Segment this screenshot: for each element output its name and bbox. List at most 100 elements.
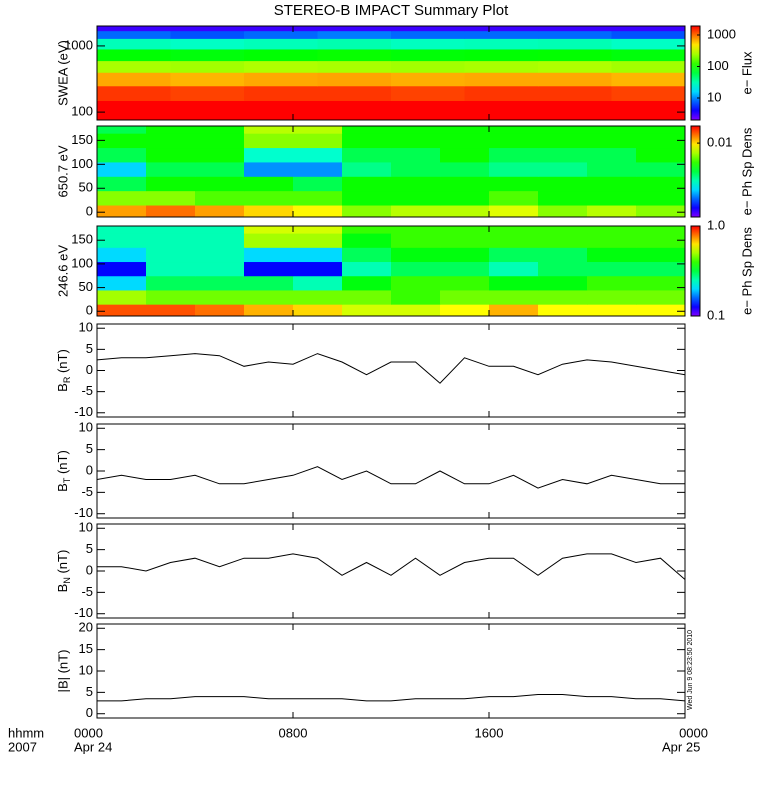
- heat-cell: [97, 233, 147, 248]
- heat-cell: [636, 247, 685, 263]
- heat-cell: [97, 289, 147, 305]
- y-tick-label: 1000: [64, 37, 93, 52]
- plot-title: STEREO-B IMPACT Summary Plot: [274, 2, 509, 19]
- heat-cell: [97, 48, 171, 62]
- heat-cell: [97, 147, 147, 163]
- heat-cell: [611, 85, 685, 101]
- heat-cell: [489, 147, 539, 163]
- heat-cell: [611, 60, 685, 73]
- panel: -10 -5 0 5 10 BT (nT): [55, 420, 686, 520]
- heat-cell: [244, 275, 294, 291]
- heat-cell: [587, 176, 637, 192]
- plot-area: [97, 26, 685, 120]
- y-tick-label: 50: [79, 180, 93, 195]
- heat-cell: [636, 289, 685, 305]
- heat-cell: [391, 48, 465, 62]
- heat-cell: [587, 190, 637, 206]
- heat-cell: [317, 26, 392, 32]
- heat-cell: [391, 190, 441, 206]
- heat-cell: [97, 275, 147, 291]
- heat-cell: [97, 261, 147, 277]
- colorbar: [690, 25, 701, 121]
- heat-cell: [195, 205, 245, 217]
- heat-cell: [244, 161, 294, 177]
- colorbar-tick-label: 1000: [707, 26, 736, 41]
- heat-cell: [244, 304, 294, 316]
- y-tick-label: 0: [86, 462, 93, 477]
- heat-cell: [244, 176, 294, 192]
- heat-cell: [587, 289, 637, 305]
- heat-cell: [538, 261, 588, 277]
- heat-cell: [146, 126, 196, 134]
- heat-cell: [611, 30, 685, 39]
- heat-cell: [146, 133, 196, 149]
- heat-cell: [489, 126, 539, 134]
- heat-cell: [636, 133, 685, 149]
- heat-cell: [538, 60, 612, 73]
- heat-cell: [587, 275, 637, 291]
- heat-cell: [391, 126, 441, 134]
- heat-cell: [538, 100, 612, 113]
- heat-cell: [244, 261, 294, 277]
- heat-cell: [342, 133, 392, 149]
- heat-cell: [342, 176, 392, 192]
- heat-cell: [440, 275, 490, 291]
- heat-cell: [244, 247, 294, 263]
- y-tick-label: 10: [79, 420, 93, 435]
- heat-cell: [391, 85, 465, 101]
- heat-cell: [464, 85, 539, 101]
- heat-cell: [244, 147, 294, 163]
- heat-cell: [195, 247, 245, 263]
- heat-cell: [440, 176, 490, 192]
- heat-cell: [146, 226, 196, 234]
- heat-cell: [293, 304, 343, 316]
- heat-cell: [170, 100, 245, 113]
- y-tick-label: -10: [74, 505, 93, 520]
- heat-cell: [97, 304, 147, 316]
- data-line: [97, 553, 685, 580]
- axes-frame: [96, 225, 686, 317]
- heat-cell: [538, 26, 612, 32]
- heat-cell: [489, 133, 539, 149]
- heat-cell: [97, 161, 147, 177]
- y-tick-label: -5: [81, 383, 93, 398]
- heat-cell: [97, 176, 147, 192]
- heat-cell: [342, 190, 392, 206]
- heat-cell: [440, 147, 490, 163]
- heat-cell: [636, 126, 685, 134]
- heat-cell: [636, 304, 685, 316]
- heat-cell: [97, 247, 147, 263]
- colorbar-label: e− Ph Sp Dens: [739, 227, 754, 315]
- heat-cell: [97, 100, 171, 113]
- heat-cell: [244, 38, 318, 50]
- y-axis-label: BN (nT): [55, 550, 72, 593]
- heat-cell: [146, 247, 196, 263]
- heat-cell: [146, 190, 196, 206]
- heat-cell: [342, 233, 392, 248]
- heat-cell: [587, 161, 637, 177]
- heat-cell: [464, 60, 539, 73]
- heat-cell: [293, 161, 343, 177]
- heat-cell: [489, 205, 539, 217]
- y-tick-label: 0: [86, 204, 93, 219]
- heat-cell: [293, 275, 343, 291]
- heat-cell: [636, 147, 685, 163]
- heat-cell: [636, 176, 685, 192]
- axes-frame: [96, 423, 686, 519]
- heat-cell: [195, 161, 245, 177]
- heat-cell: [538, 233, 588, 248]
- heat-cell: [170, 30, 245, 39]
- heat-cell: [97, 112, 171, 120]
- colorbar: [690, 125, 701, 218]
- heat-cell: [636, 275, 685, 291]
- y-label-main: B: [55, 483, 70, 492]
- heat-cell: [538, 226, 588, 234]
- heat-cell: [440, 126, 490, 134]
- heat-cell: [317, 48, 392, 62]
- heat-cell: [293, 247, 343, 263]
- y-axis-label: SWEA (eV): [55, 40, 70, 106]
- heat-cell: [244, 30, 318, 39]
